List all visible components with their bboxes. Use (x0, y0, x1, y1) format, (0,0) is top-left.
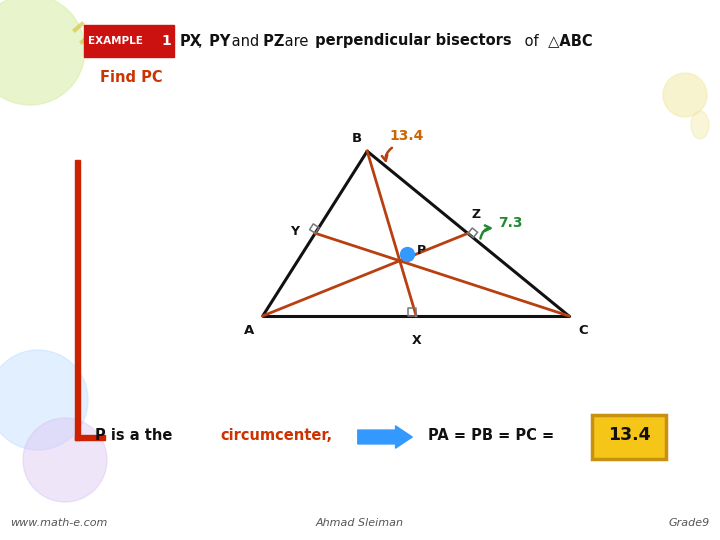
Text: A: A (243, 324, 254, 337)
Circle shape (663, 73, 707, 117)
FancyBboxPatch shape (84, 25, 174, 57)
Bar (75, 160, 80, 440)
Text: B: B (352, 132, 362, 145)
Text: P is a the: P is a the (95, 428, 178, 442)
Text: Ahmad Sleiman: Ahmad Sleiman (316, 518, 404, 528)
Text: ,: , (198, 33, 202, 49)
Text: and: and (227, 33, 259, 49)
Text: PZ: PZ (258, 33, 284, 49)
Text: △ABC: △ABC (543, 33, 593, 49)
Circle shape (23, 418, 107, 502)
Circle shape (0, 0, 85, 105)
Bar (75, 435, 105, 440)
Ellipse shape (691, 111, 709, 139)
FancyArrowPatch shape (358, 426, 413, 448)
Text: www.math-e.com: www.math-e.com (10, 518, 107, 528)
FancyArrowPatch shape (480, 225, 490, 239)
Text: perpendicular bisectors: perpendicular bisectors (310, 33, 512, 49)
Text: C: C (578, 324, 588, 337)
FancyArrowPatch shape (382, 148, 392, 161)
Text: Y: Y (290, 225, 300, 238)
Text: are: are (280, 33, 308, 49)
Text: X: X (411, 334, 421, 347)
Text: P: P (417, 244, 426, 257)
Text: PY: PY (204, 33, 230, 49)
Text: Grade9: Grade9 (669, 518, 710, 528)
FancyBboxPatch shape (592, 415, 666, 459)
Text: 13.4: 13.4 (390, 129, 423, 143)
Text: PX: PX (180, 33, 202, 49)
Text: 13.4: 13.4 (608, 426, 650, 444)
Text: 7.3: 7.3 (498, 217, 523, 230)
Text: PA = PB = PC =: PA = PB = PC = (428, 428, 554, 442)
Text: circumcenter,: circumcenter, (220, 428, 332, 442)
Text: Find PC: Find PC (100, 71, 163, 85)
Text: Z: Z (472, 208, 481, 221)
Circle shape (0, 350, 88, 450)
Text: 1: 1 (161, 34, 171, 48)
Text: of: of (520, 33, 539, 49)
Text: EXAMPLE: EXAMPLE (88, 36, 143, 46)
